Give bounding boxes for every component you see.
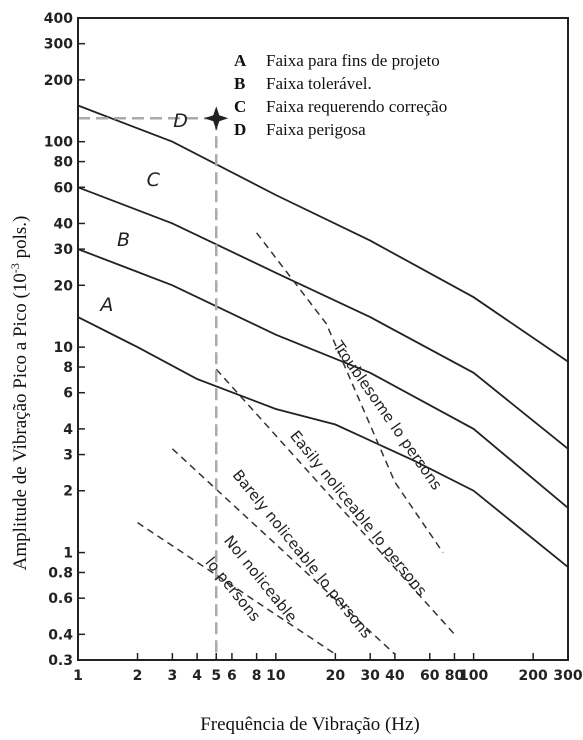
curve-labels: A B C D	[98, 110, 187, 316]
curve-label-c: C	[147, 169, 161, 191]
legend: A Faixa para fins de projeto B Faixa tolerá…	[234, 51, 447, 139]
x-tick-label: 5	[211, 668, 221, 684]
curve-b	[77, 248, 569, 509]
y-tick-label: 200	[44, 73, 73, 89]
y-axis-title-main: Amplitude de Vibração Pico a Pico (10	[10, 273, 31, 570]
dashed-boundaries	[137, 232, 456, 655]
y-tick-label: 8	[63, 360, 73, 376]
y-tick-label: 2	[63, 484, 73, 500]
legend-text-a: Faixa para fins de projeto	[266, 51, 440, 70]
x-tick-label: 4	[192, 668, 202, 684]
y-tick-label: 400	[44, 11, 73, 27]
y-tick-label: 10	[54, 340, 74, 356]
y-tick-label: 30	[54, 242, 74, 258]
y-axis-title-exponent: -3	[8, 263, 22, 273]
y-tick-label: 60	[54, 180, 74, 196]
curve-label-a: A	[98, 294, 113, 316]
legend-text-c: Faixa requerendo correção	[266, 97, 447, 116]
legend-key-d: D	[234, 120, 246, 139]
legend-text-d: Faixa perigosa	[266, 120, 366, 139]
y-tick-label: 3	[63, 448, 73, 464]
marker-guides	[78, 117, 218, 660]
not-noticeable-boundary-line	[137, 521, 336, 655]
y-tick-label: 80	[54, 155, 74, 171]
y-axis-title: Amplitude de Vibração Pico a Pico (10-3 …	[8, 216, 31, 571]
x-tick-label: 1	[73, 668, 83, 684]
plot-frame	[77, 17, 569, 661]
y-tick-label: 0.8	[48, 565, 73, 581]
x-tick-label: 300	[553, 668, 582, 684]
x-tick-label: 2	[133, 668, 143, 684]
legend-key-b: B	[234, 74, 245, 93]
legend-key-c: C	[234, 97, 246, 116]
curve-label-d: D	[173, 110, 188, 132]
curve-c	[77, 186, 569, 450]
y-tick-label: 4	[63, 422, 73, 438]
zone-label: Troublesome lo persons	[329, 337, 446, 494]
x-tick-label: 6	[227, 668, 237, 684]
troublesome-boundary-line	[256, 232, 444, 554]
x-axis-title: Frequência de Vibração (Hz)	[200, 714, 420, 735]
y-tick-label: 0.6	[48, 591, 73, 607]
curve-label-b: B	[117, 229, 130, 251]
curves	[77, 104, 569, 568]
x-tick-label: 100	[459, 668, 488, 684]
y-axis-title-tail: pols.)	[10, 216, 31, 264]
x-tick-label: 3	[168, 668, 178, 684]
legend-key-a: A	[234, 51, 247, 70]
y-tick-label: 300	[44, 37, 73, 53]
x-tick-label: 20	[326, 668, 346, 684]
curve-d	[77, 104, 569, 363]
ticks	[77, 17, 569, 661]
legend-text-b: Faixa tolerável.	[266, 74, 372, 93]
curve-a	[77, 316, 569, 568]
x-tick-label: 80	[445, 668, 465, 684]
y-tick-labels: 0.3 0.4 0.6 0.8 1 2 3 4 6 8 10 20 30 40 60 80 100 200 300 4…	[44, 11, 73, 669]
x-tick-label: 30	[360, 668, 380, 684]
y-tick-label: 0.3	[48, 653, 73, 669]
y-tick-label: 6	[63, 386, 73, 402]
y-tick-label: 40	[54, 216, 74, 232]
x-tick-label: 200	[519, 668, 548, 684]
barely-noticeable-boundary-line	[171, 448, 396, 655]
y-tick-label: 100	[44, 135, 73, 151]
x-tick-label: 10	[266, 668, 286, 684]
x-tick-label: 60	[420, 668, 440, 684]
y-tick-label: 1	[63, 546, 73, 562]
y-tick-label: 0.4	[48, 627, 73, 643]
x-tick-label: 8	[252, 668, 262, 684]
x-tick-label: 40	[385, 668, 405, 684]
star-marker-icon	[204, 106, 229, 131]
y-tick-label: 20	[54, 278, 74, 294]
marker	[204, 106, 229, 131]
